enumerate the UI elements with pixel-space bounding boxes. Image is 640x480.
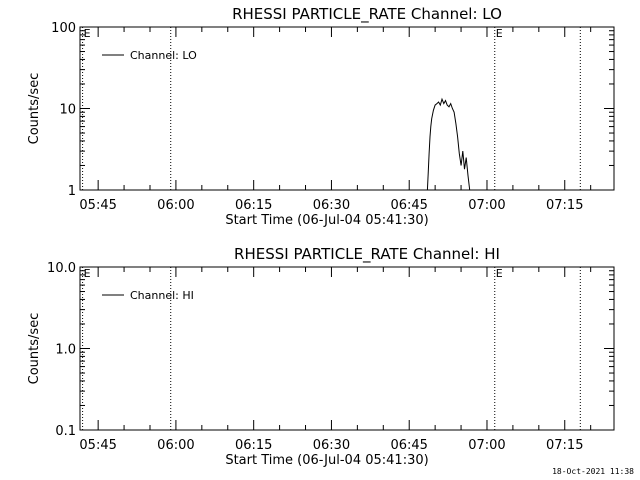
x-tick-label: 06:30 [313,438,350,453]
x-tick-label: 06:45 [390,438,427,453]
x-tick-label: 07:15 [546,438,583,453]
series-line [426,97,471,191]
y-tick-label: 100 [51,21,76,36]
x-tick-label: 05:45 [79,198,116,213]
event-marker-label: E [84,27,91,40]
x-tick-label: 06:30 [313,198,350,213]
y-tick-label: 1 [68,184,76,199]
y-tick-label: 0.1 [55,424,76,439]
x-tick-label: 06:15 [235,438,272,453]
legend-entry: Channel: LO [130,49,197,62]
event-marker-label: E [496,27,503,40]
y-tick-label: 10 [59,103,76,118]
x-tick-label: 07:00 [468,198,505,213]
chart-title: RHESSI PARTICLE_RATE Channel: HI [234,245,500,264]
y-tick-label: 10.0 [47,261,76,276]
x-tick-label: 07:15 [546,198,583,213]
x-tick-label: 06:00 [157,198,194,213]
event-marker-label: E [84,267,91,280]
x-tick-label: 05:45 [79,438,116,453]
generation-timestamp: 18-Oct-2021 11:38 [552,467,634,476]
x-tick-label: 07:00 [468,438,505,453]
chart-title: RHESSI PARTICLE_RATE Channel: LO [232,5,502,24]
x-tick-label: 06:45 [390,198,427,213]
x-tick-label: 06:15 [235,198,272,213]
legend-entry: Channel: HI [130,289,194,302]
y-axis-label: Counts/sec [27,73,42,145]
y-tick-label: 1.0 [55,343,76,358]
y-axis-label: Counts/sec [27,313,42,385]
x-axis-label: Start Time (06-Jul-04 05:41:30) [225,213,428,228]
x-tick-label: 06:00 [157,438,194,453]
event-marker-label: E [496,267,503,280]
x-axis-label: Start Time (06-Jul-04 05:41:30) [225,453,428,468]
